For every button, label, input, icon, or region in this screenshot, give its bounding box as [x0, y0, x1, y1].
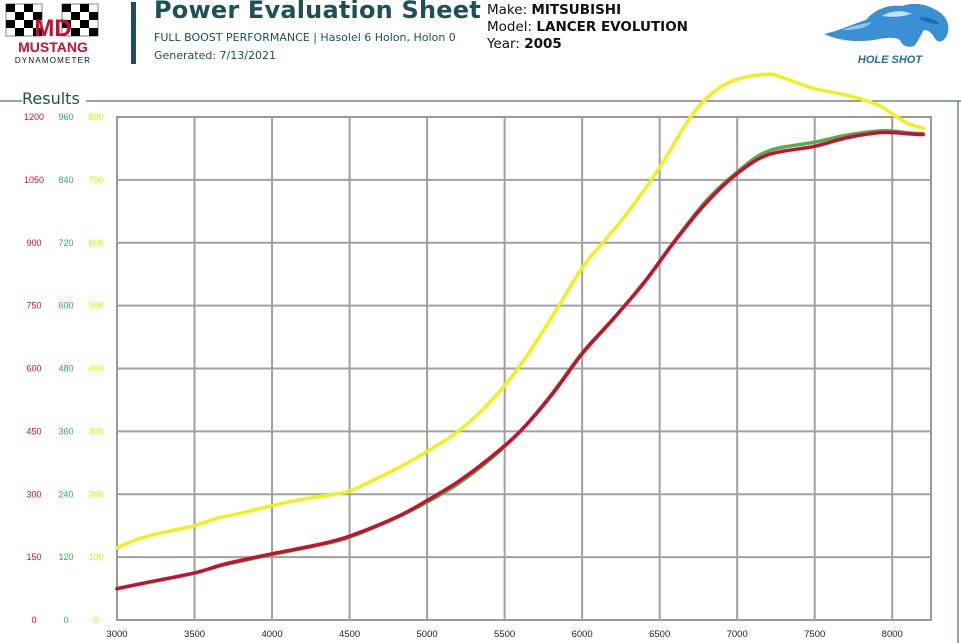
y-tick-label: 300	[88, 426, 103, 436]
y-tick-label: 500	[88, 301, 103, 311]
y-tick-label: 700	[88, 175, 103, 185]
y-tick-label: 100	[88, 552, 103, 562]
x-tick-label: 8000	[882, 629, 903, 640]
hole-shot-logo: HOLE SHOT	[824, 3, 949, 66]
y-tick-label: 600	[26, 364, 41, 374]
y-tick-label: 900	[26, 238, 41, 248]
logo-left-subtext: DYNAMOMETER	[15, 56, 91, 65]
model-label: Model:	[487, 19, 533, 35]
y-tick-label: 1200	[24, 112, 44, 122]
y-tick-label: 300	[26, 489, 41, 499]
year-label: Year:	[487, 36, 520, 52]
logo-right-text: HOLE SHOT	[858, 54, 923, 66]
x-tick-label: 4000	[261, 629, 282, 640]
y-tick-label: 120	[58, 552, 73, 562]
x-tick-label: 6000	[572, 629, 593, 640]
y-tick-labels: 0 150 300 450 600 750 900 1050 1200 0 120 240 360 480…	[24, 112, 104, 625]
model-value: LANCER EVOLUTION	[536, 19, 688, 35]
page-subtitle: FULL BOOST PERFORMANCE | Hasolel 6 Holon…	[154, 31, 456, 44]
y-tick-label: 600	[88, 238, 103, 248]
year-value: 2005	[524, 36, 562, 52]
y-tick-label: 150	[26, 552, 41, 562]
y-tick-label: 1050	[24, 175, 44, 185]
horse-head-icon	[824, 3, 949, 47]
x-tick-label: 5500	[494, 629, 515, 640]
y-tick-label: 360	[58, 426, 73, 436]
y-tick-label: 0	[63, 615, 68, 625]
checkered-flag-right	[61, 3, 99, 37]
y-tick-label: 200	[88, 489, 103, 499]
x-tick-label: 7000	[727, 629, 748, 640]
generated-date: Generated: 7/13/2021	[154, 49, 276, 62]
logo-left-text: MUSTANG	[18, 39, 88, 55]
x-tick-labels: 3000 3500 4000 4500 5000 5500 6000 6500 7000 7500…	[106, 629, 902, 640]
make-label: Make:	[487, 2, 528, 18]
vehicle-year: Year: 2005	[487, 36, 562, 52]
y-tick-label: 960	[58, 112, 73, 122]
y-tick-label: 450	[26, 426, 41, 436]
y-tick-label: 240	[58, 489, 73, 499]
vehicle-make: Make: MITSUBISHI	[487, 2, 621, 18]
y-tick-label: 600	[58, 301, 73, 311]
svg-text:MD: MD	[34, 15, 71, 42]
chart-grid	[116, 116, 932, 621]
chart-series	[115, 72, 925, 591]
header-divider	[131, 2, 136, 64]
checkered-flag-left	[5, 3, 43, 37]
y-tick-label: 800	[88, 112, 103, 122]
y-tick-label: 480	[58, 364, 73, 374]
x-tick-label: 6500	[649, 629, 670, 640]
page-title: Power Evaluation Sheet	[154, 0, 481, 24]
series-line-red	[115, 130, 925, 591]
results-heading: Results	[22, 89, 86, 108]
y-tick-label: 750	[26, 301, 41, 311]
y-tick-label: 840	[58, 175, 73, 185]
y-tick-label: 0	[31, 615, 36, 625]
x-tick-label: 3500	[184, 629, 205, 640]
y-tick-label: 0	[93, 615, 98, 625]
y-tick-label: 400	[88, 364, 103, 374]
x-tick-label: 3000	[106, 629, 127, 640]
series-line-yellow	[115, 72, 925, 550]
mustang-dynamometer-logo: MD MUSTANG DYNAMOMETER	[5, 3, 99, 65]
x-tick-label: 4500	[339, 629, 360, 640]
x-tick-label: 7500	[804, 629, 825, 640]
y-tick-label: 720	[58, 238, 73, 248]
x-tick-label: 5000	[417, 629, 438, 640]
make-value: MITSUBISHI	[531, 2, 622, 18]
vehicle-model: Model: LANCER EVOLUTION	[487, 19, 688, 35]
